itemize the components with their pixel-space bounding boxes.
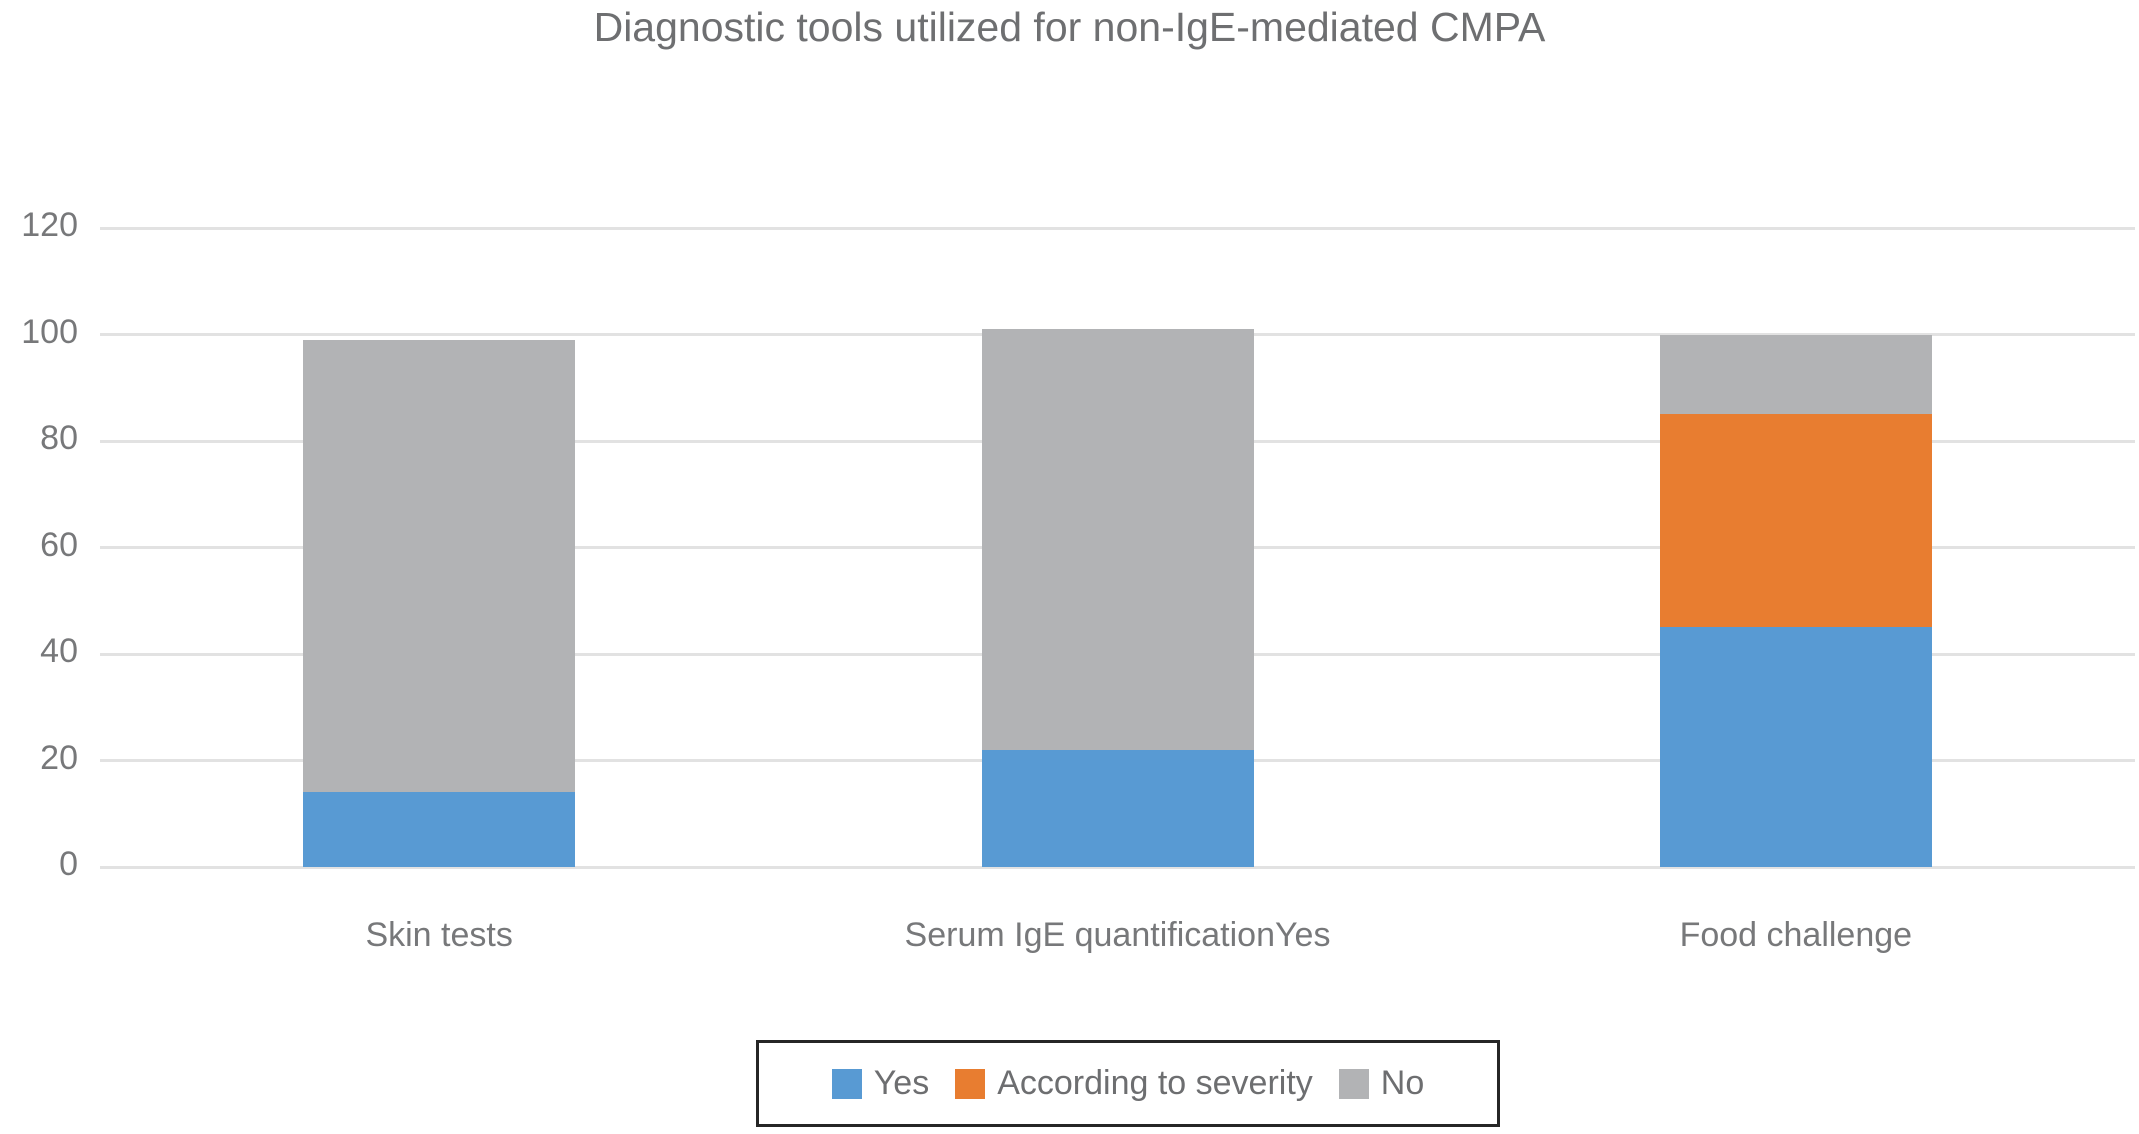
bar-food-challenge-according-to-severity xyxy=(1659,414,1932,628)
y-tick-label-60: 60 xyxy=(40,525,78,564)
bar-skin-tests-no xyxy=(303,339,576,793)
gridline-0 xyxy=(100,865,2135,869)
legend-swatch-according-to-severity-icon xyxy=(955,1068,986,1099)
legend-label: No xyxy=(1380,1064,1425,1102)
chart-title: Diagnostic tools utilized for non-IgE-me… xyxy=(593,4,1546,50)
x-axis-label-2: Food challenge xyxy=(1679,916,1913,954)
legend-label: Yes xyxy=(873,1064,930,1102)
legend-swatch-no-icon xyxy=(1338,1068,1369,1099)
bar-food-challenge-yes xyxy=(1659,627,1932,867)
chart-legend: Yes According to severity No xyxy=(756,1040,1500,1127)
bar-serum-ige-quantificationyes-no xyxy=(981,329,1254,750)
gridline-120 xyxy=(100,226,2135,230)
y-tick-label-0: 0 xyxy=(59,845,78,883)
bar-serum-ige-quantificationyes-yes xyxy=(981,749,1254,867)
y-tick-label-40: 40 xyxy=(40,632,78,670)
legend-swatch-yes-icon xyxy=(831,1068,862,1099)
y-tick-label-120: 120 xyxy=(21,206,78,244)
x-axis-label-0: Skin tests xyxy=(365,916,513,954)
y-tick-label-20: 20 xyxy=(40,738,78,777)
legend-item-yes: Yes xyxy=(831,1064,930,1103)
bar-food-challenge-no xyxy=(1659,334,1932,415)
y-tick-label-80: 80 xyxy=(40,419,78,457)
legend-item-no: No xyxy=(1338,1064,1425,1103)
x-axis-label-1: Serum IgE quantificationYes xyxy=(904,916,1331,954)
legend-label: According to severity xyxy=(997,1064,1313,1102)
legend-item-according-to-severity: According to severity xyxy=(955,1064,1313,1103)
bar-skin-tests-yes xyxy=(303,792,576,867)
y-tick-label-100: 100 xyxy=(21,312,78,351)
